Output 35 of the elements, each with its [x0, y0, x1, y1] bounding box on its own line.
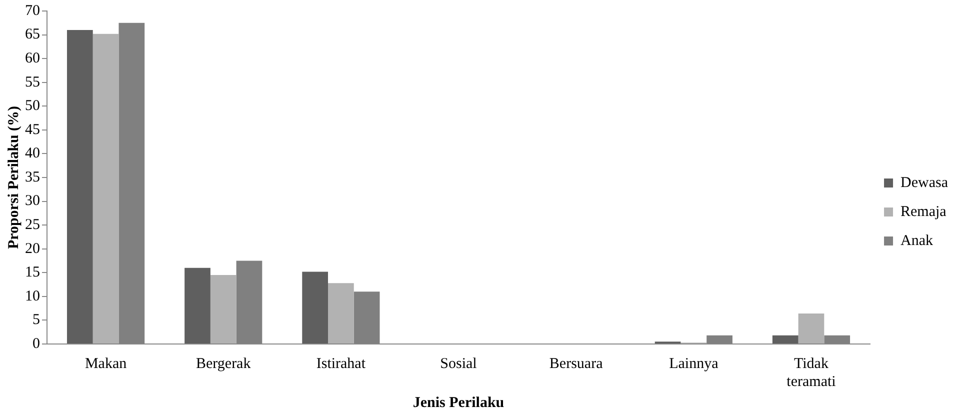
bar: [184, 268, 210, 344]
y-tick-label: 40: [25, 146, 40, 162]
y-tick-label: 35: [25, 169, 40, 186]
y-tick-label: 60: [25, 50, 40, 67]
bar: [210, 275, 236, 344]
bar: [92, 34, 119, 344]
bar: [328, 283, 354, 344]
legend-label: Dewasa: [900, 174, 948, 191]
y-tick-label: 10: [25, 288, 40, 304]
y-tick-label: 25: [25, 217, 40, 234]
y-tick-label: 0: [32, 336, 40, 352]
y-tick-label: 65: [25, 26, 40, 43]
y-tick-label: 15: [25, 264, 40, 281]
y-tick-label: 70: [25, 2, 40, 19]
legend-label: Anak: [900, 232, 934, 249]
x-tick-label: Lainnya: [669, 356, 719, 372]
y-tick-label: 5: [32, 312, 40, 328]
y-tick-label: 20: [25, 240, 40, 257]
x-tick-label: Makan: [84, 356, 128, 372]
y-tick-label: 45: [25, 122, 40, 138]
x-tick-label: Sosial: [440, 356, 477, 372]
x-tick-label: Bergerak: [196, 356, 252, 372]
bar: [302, 272, 328, 344]
x-axis-title: Jenis Perilaku: [412, 394, 504, 411]
x-tick-label: Bersuara: [549, 356, 604, 372]
x-tick-label: Istirahat: [316, 356, 366, 372]
bar: [66, 30, 93, 344]
y-tick-label: 30: [25, 193, 40, 210]
y-tick-label: 50: [25, 98, 40, 114]
y-axis-title: Proporsi Perilaku (%): [6, 106, 22, 250]
x-tick-label: Tidak teramati: [786, 356, 836, 390]
legend-label: Remaja: [900, 204, 947, 220]
y-tick-label: 55: [25, 74, 40, 90]
bar: [772, 335, 798, 344]
bar: [798, 314, 824, 344]
